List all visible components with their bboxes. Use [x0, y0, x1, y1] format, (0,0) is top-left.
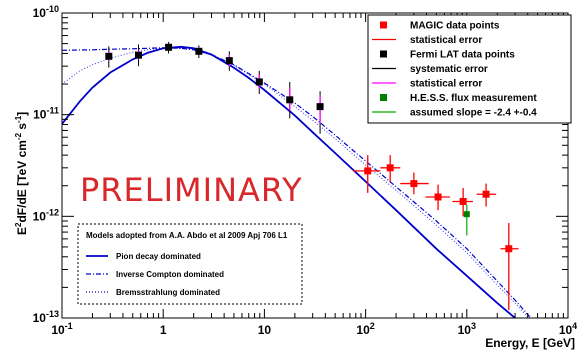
y-tick-label: 10-12 [33, 207, 59, 223]
x-tick-label: 103 [458, 321, 476, 337]
fermi-point [255, 78, 263, 86]
legend-marker [380, 21, 387, 29]
models-legend-label: Pion decay dominated [116, 252, 201, 261]
x-tick-label: 104 [559, 321, 577, 337]
y-tick-label: 10-10 [33, 4, 59, 20]
magic-point [364, 167, 372, 175]
magic-point [434, 193, 442, 201]
plot-frame [61, 12, 569, 319]
fermi-point [165, 43, 173, 51]
legend-label: H.E.S.S. flux measurement [410, 93, 537, 104]
bremsstrahlung-curve [62, 47, 530, 318]
magic-point [505, 245, 513, 253]
legend-label: assumed slope = -2.4 +-0.4 [410, 108, 537, 119]
pion-decay-curve [62, 45, 517, 318]
x-axis-title: Energy, E [GeV] [485, 336, 575, 350]
magic-point [410, 180, 418, 188]
legend-label: statistical error [410, 79, 482, 90]
models-legend-label: Bremsstrahlung dominated [116, 288, 220, 297]
fermi-point [286, 96, 294, 104]
y-tick-label: 10-13 [33, 309, 59, 325]
x-tick-label: 10 [258, 323, 272, 337]
models-legend: Models adopted from A.A. Abdo et al 2009… [77, 223, 303, 305]
models-legend-title: Models adopted from A.A. Abdo et al 2009… [86, 231, 288, 240]
legend-label: MAGIC data points [410, 21, 500, 32]
y-tick-label: 10-11 [33, 106, 59, 122]
fermi-point [195, 47, 203, 55]
y-axis-title: E2dF/dE [TeV cm-2 s-1] [14, 112, 29, 235]
fermi-point [134, 51, 142, 59]
fermi-point [225, 57, 233, 65]
legend-marker [380, 94, 387, 101]
magic-point [459, 197, 467, 205]
legend: MAGIC data points statistical error Fermi … [367, 14, 572, 124]
x-tick-label: 1 [160, 323, 167, 337]
x-tick-label: 102 [356, 321, 374, 337]
inverse-compton-curve [62, 47, 532, 318]
legend-label: statistical error [410, 35, 482, 46]
magic-point [386, 164, 394, 172]
magic-point [482, 190, 490, 198]
fermi-point [105, 52, 113, 60]
fermi-point [316, 103, 324, 111]
x-tick-label: 10-1 [51, 321, 72, 337]
preliminary-annotation: PRELIMINARY [80, 171, 303, 209]
hess-point [463, 211, 470, 218]
models-legend-label: Inverse Compton dominated [116, 270, 224, 279]
legend-label: systematic error [410, 64, 488, 75]
legend-marker [380, 50, 387, 58]
legend-label: Fermi LAT data points [410, 50, 515, 61]
